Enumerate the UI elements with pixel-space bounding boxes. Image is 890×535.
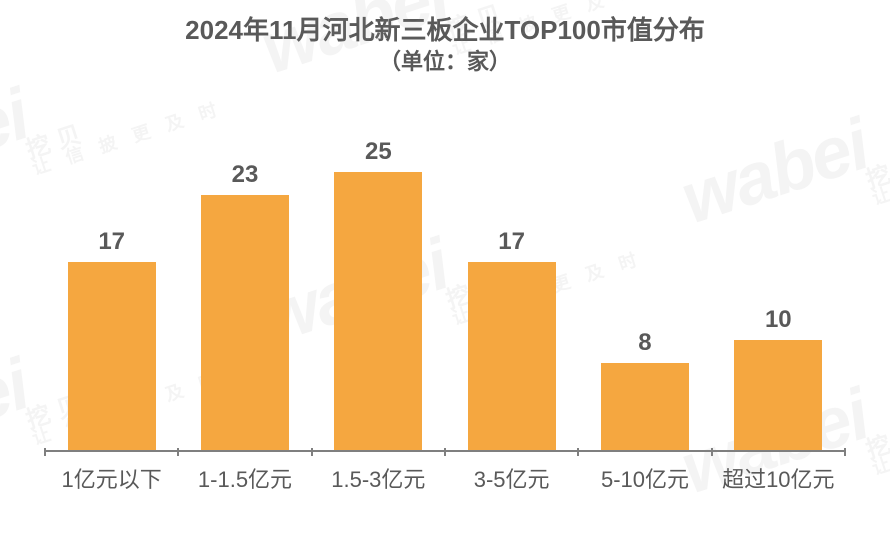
category-label: 3-5亿元 (445, 462, 578, 494)
bars-container: 17232517810 (45, 150, 845, 452)
chart-canvas: wabei 挖贝 让 信 披 更 及 时 wabei 挖贝 让 信 披 更 及 … (0, 0, 890, 510)
category-label: 1-1.5亿元 (178, 462, 311, 494)
watermark-sub: 挖贝 (864, 380, 890, 462)
bar (468, 262, 556, 452)
bar (201, 195, 289, 452)
bar-slot: 10 (712, 150, 845, 452)
category-label: 1.5-3亿元 (312, 462, 445, 494)
axis-tick (711, 448, 713, 456)
bar-slot: 23 (178, 150, 311, 452)
bar-slot: 17 (445, 150, 578, 452)
bar-slot: 17 (45, 150, 178, 452)
bar-value-label: 25 (312, 138, 445, 166)
bar (68, 262, 156, 452)
category-label: 5-10亿元 (578, 462, 711, 494)
axis-tick (844, 448, 846, 456)
bar (601, 363, 689, 452)
bar-value-label: 8 (578, 329, 711, 357)
bar-value-label: 17 (445, 228, 578, 256)
watermark-sub: 挖贝 (864, 110, 890, 192)
category-label: 1亿元以下 (45, 462, 178, 494)
watermark-cn: 让 信 披 更 及 时 (870, 400, 890, 477)
axis-tick (577, 448, 579, 456)
bar-value-label: 17 (45, 228, 178, 256)
plot-area: 17232517810 (45, 150, 845, 452)
bar-value-label: 23 (178, 161, 311, 189)
axis-tick (177, 448, 179, 456)
bar (734, 340, 822, 452)
axis-tick (444, 448, 446, 456)
bar-slot: 8 (578, 150, 711, 452)
chart-subtitle: （单位：家） (0, 48, 890, 77)
bar-value-label: 10 (712, 306, 845, 334)
category-label: 超过10亿元 (712, 462, 845, 494)
category-labels: 1亿元以下1-1.5亿元1.5-3亿元3-5亿元5-10亿元超过10亿元 (45, 462, 845, 494)
watermark-cn: 让 信 披 更 及 时 (870, 130, 890, 207)
axis-tick (311, 448, 313, 456)
bar (334, 172, 422, 452)
axis-tick (44, 448, 46, 456)
bar-slot: 25 (312, 150, 445, 452)
chart-title: 2024年11月河北新三板企业TOP100市值分布 (0, 0, 890, 48)
